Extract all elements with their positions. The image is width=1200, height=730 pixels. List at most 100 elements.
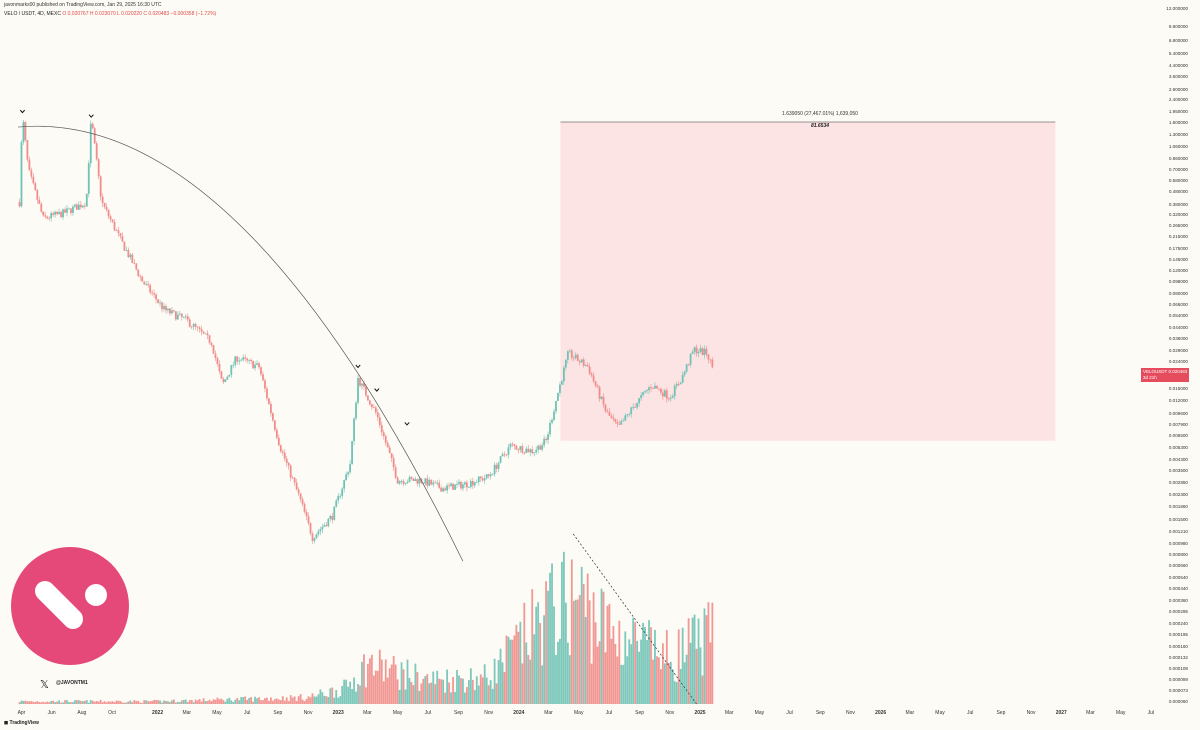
volume-bar bbox=[291, 697, 294, 704]
candle bbox=[77, 204, 80, 210]
time-tick-label: Nov bbox=[1026, 710, 1036, 716]
touch-marker bbox=[404, 422, 410, 426]
volume-bar bbox=[511, 639, 514, 704]
volume-bar bbox=[295, 701, 298, 704]
volume-bar bbox=[477, 685, 480, 704]
volume-bar bbox=[331, 687, 334, 704]
volume-bar bbox=[515, 624, 518, 704]
volume-bar bbox=[376, 670, 379, 704]
volume-bar bbox=[559, 638, 561, 704]
candle bbox=[258, 363, 260, 368]
x-logo-icon: 𝕏 bbox=[40, 679, 49, 691]
volume-bar bbox=[105, 702, 108, 704]
time-axis[interactable]: Apr Jun Aug Oct 2022 Mar May Jul Sep Nov 2023 Mar Ma… bbox=[0, 707, 1155, 719]
candle bbox=[123, 241, 126, 251]
candle bbox=[159, 302, 161, 304]
volume-bar bbox=[357, 684, 359, 704]
candle bbox=[695, 347, 698, 354]
candle bbox=[180, 313, 183, 317]
volume-bar bbox=[264, 698, 266, 704]
price-tick-label: 12.000000 bbox=[1166, 5, 1188, 11]
volume-bar bbox=[210, 701, 213, 704]
volume-bar bbox=[24, 700, 27, 704]
volume-bar bbox=[610, 638, 613, 704]
candle bbox=[669, 397, 672, 399]
volume-bar bbox=[426, 674, 429, 704]
candle bbox=[357, 378, 359, 403]
time-tick-label: 2025 bbox=[694, 710, 706, 716]
candle bbox=[545, 438, 547, 441]
candle bbox=[458, 481, 460, 485]
candle bbox=[355, 402, 357, 419]
volume-bar bbox=[351, 689, 353, 704]
candle bbox=[679, 382, 682, 385]
chart-area[interactable] bbox=[0, 0, 1140, 717]
volume-bar bbox=[600, 588, 603, 704]
candle bbox=[663, 390, 666, 397]
volume-bar bbox=[456, 669, 458, 704]
time-tick-label: May bbox=[754, 710, 765, 716]
candle bbox=[34, 183, 37, 191]
volume-bar bbox=[584, 616, 587, 704]
volume-bar bbox=[620, 664, 623, 704]
time-tick-label: Aug bbox=[77, 710, 87, 716]
volume-bar bbox=[388, 668, 391, 704]
volume-bar bbox=[531, 589, 534, 704]
time-tick-label: 2023 bbox=[332, 710, 344, 716]
candle bbox=[329, 515, 332, 519]
volume-bar bbox=[485, 677, 488, 704]
candle bbox=[562, 367, 565, 382]
volume-bar bbox=[398, 689, 401, 704]
volume-bar bbox=[123, 702, 126, 704]
candle bbox=[394, 467, 397, 478]
volume-bar bbox=[155, 699, 157, 704]
price-tick-label: 1.060000 bbox=[1168, 143, 1188, 149]
volume-bar bbox=[186, 702, 189, 704]
price-tag-symbol: VELOUSDT bbox=[1143, 369, 1168, 374]
volume-bar bbox=[143, 700, 146, 704]
candle bbox=[66, 208, 68, 213]
candle bbox=[99, 176, 102, 197]
candle bbox=[295, 482, 298, 490]
price-tick-label: 0.320000 bbox=[1168, 211, 1188, 217]
volume-bar bbox=[271, 700, 274, 704]
candle-layer bbox=[18, 119, 714, 545]
candle bbox=[440, 487, 443, 492]
price-tick-label: 5.400000 bbox=[1168, 51, 1188, 57]
volume-bar bbox=[396, 679, 399, 704]
price-tick-label: 0.066000 bbox=[1168, 301, 1188, 307]
time-tick-label: Jul bbox=[1147, 710, 1155, 716]
price-tick-label: 4.400000 bbox=[1168, 62, 1188, 68]
volume-bar bbox=[604, 652, 607, 704]
volume-bar bbox=[570, 559, 573, 704]
volume-bar bbox=[361, 661, 363, 704]
candle bbox=[620, 421, 623, 425]
price-tick-label: 0.700000 bbox=[1168, 167, 1188, 173]
volume-bar bbox=[58, 700, 60, 704]
candle bbox=[137, 269, 140, 277]
price-tick-label: 2.900000 bbox=[1168, 86, 1188, 92]
volume-bar bbox=[671, 669, 674, 704]
volume-bar bbox=[590, 663, 593, 704]
candle bbox=[234, 356, 237, 365]
time-tick-label: Nov bbox=[303, 710, 313, 716]
candle bbox=[648, 387, 650, 391]
candle bbox=[414, 479, 417, 482]
candle bbox=[543, 438, 546, 446]
volume-bar bbox=[353, 677, 355, 704]
volume-bar bbox=[576, 599, 579, 704]
volume-bar bbox=[42, 701, 45, 704]
symbol-label[interactable]: VELO / USDT, 4D, MEXC bbox=[4, 11, 61, 17]
candle bbox=[210, 342, 213, 346]
volume-bar bbox=[95, 700, 98, 704]
candle bbox=[442, 488, 445, 492]
volume-bar bbox=[697, 618, 700, 704]
volume-bar bbox=[77, 700, 80, 704]
price-axis[interactable]: 12.000000 8.800000 6.800000 5.400000 4.40000… bbox=[1140, 0, 1200, 717]
volume-bar bbox=[87, 702, 90, 704]
volume-bar bbox=[174, 702, 177, 704]
candle bbox=[18, 202, 21, 207]
volume-bar bbox=[400, 662, 403, 704]
candle bbox=[697, 352, 700, 354]
candle bbox=[501, 454, 504, 457]
